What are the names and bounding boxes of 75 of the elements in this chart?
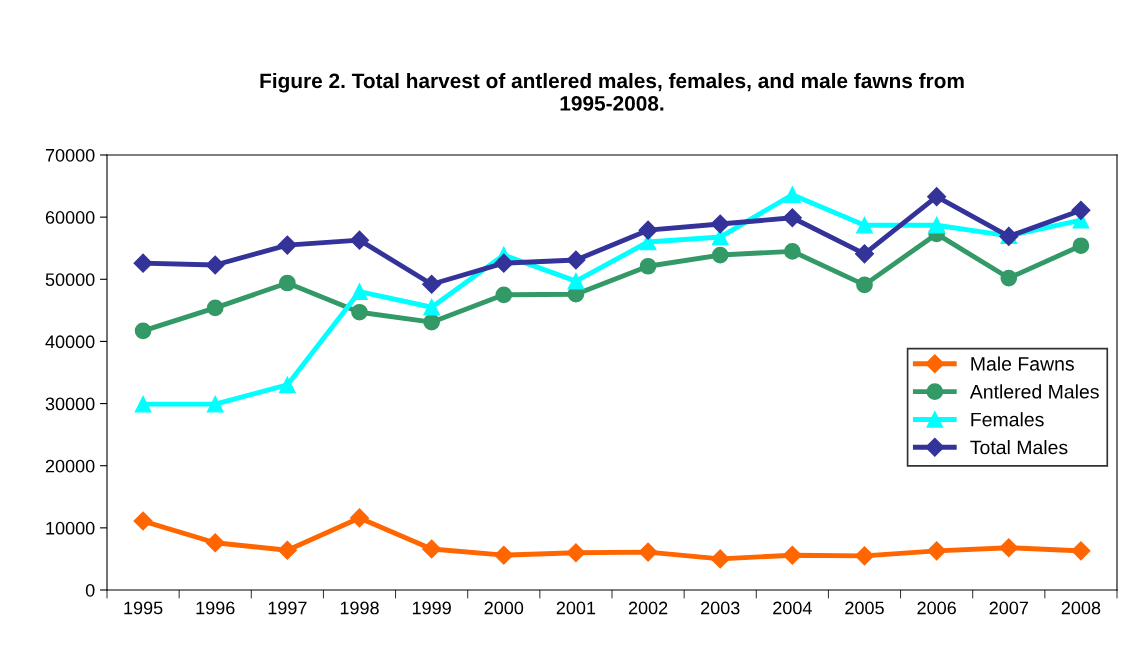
y-tick-label: 40000 — [45, 335, 95, 349]
y-tick-label: 60000 — [45, 211, 95, 224]
point — [856, 216, 873, 234]
x-tick-label: 2004 — [773, 601, 812, 615]
point — [1071, 200, 1091, 220]
point — [133, 511, 153, 531]
point — [422, 539, 442, 559]
point — [349, 230, 370, 250]
point — [854, 244, 875, 264]
point — [279, 274, 296, 292]
point — [277, 540, 297, 560]
x-tick-label: 1996 — [196, 601, 235, 615]
x-tick-label: 2006 — [917, 601, 956, 615]
point — [277, 235, 297, 255]
point — [205, 533, 225, 553]
point — [927, 187, 947, 207]
point — [1072, 237, 1090, 255]
x-tick-label: 2007 — [989, 601, 1028, 615]
point — [854, 546, 875, 566]
point — [927, 541, 947, 561]
point — [134, 322, 152, 340]
point — [782, 208, 802, 228]
point — [206, 395, 224, 413]
point — [784, 242, 801, 260]
x-tick-label: 1997 — [268, 601, 307, 615]
chart-title: Figure 2. Total harvest of antlered males, females, and male fawns from 1995-2008. — [260, 72, 964, 111]
point — [710, 214, 730, 234]
point — [423, 313, 440, 331]
legend-label: Male Fawns — [971, 356, 1074, 371]
point — [928, 216, 945, 234]
point — [566, 543, 586, 563]
y-tick-label: 50000 — [45, 273, 95, 287]
point — [710, 549, 730, 569]
x-tick-label: 2003 — [701, 601, 740, 615]
x-tick-label: 2005 — [845, 601, 884, 615]
x-tick-label: 2002 — [628, 601, 668, 615]
point — [494, 545, 514, 565]
x-tick-label: 1998 — [340, 601, 379, 615]
point — [1071, 541, 1091, 561]
point — [422, 274, 442, 294]
x-tick-label: 1999 — [412, 601, 451, 615]
point — [566, 250, 586, 270]
x-tick-label: 2001 — [556, 601, 596, 615]
point — [711, 246, 729, 264]
point — [351, 303, 368, 321]
point — [639, 257, 657, 275]
legend-label: Females — [971, 412, 1044, 427]
y-tick-label: 70000 — [45, 148, 95, 162]
y-tick-label: 30000 — [45, 397, 95, 411]
legend-label: Antlered Males — [969, 384, 1099, 399]
point — [133, 253, 153, 273]
point — [495, 286, 513, 304]
point — [351, 283, 368, 301]
y-tick-label: 0 — [85, 583, 95, 597]
point — [494, 253, 514, 273]
legend-label: Total Males — [970, 440, 1068, 455]
point — [279, 376, 296, 394]
point — [423, 298, 440, 316]
y-tick-label: 10000 — [46, 521, 95, 535]
y-tick-label: 20000 — [45, 459, 95, 473]
x-tick-label: 2008 — [1061, 601, 1101, 615]
point — [134, 395, 152, 413]
point — [567, 272, 585, 290]
point — [782, 545, 802, 565]
point — [349, 508, 370, 528]
x-tick-label: 1995 — [124, 601, 163, 615]
x-tick-label: 2000 — [484, 601, 524, 615]
point — [784, 186, 801, 204]
point — [638, 220, 658, 240]
point — [1000, 269, 1018, 287]
point — [856, 276, 873, 294]
point — [205, 255, 225, 275]
point — [999, 538, 1019, 558]
point — [638, 542, 658, 562]
point — [206, 299, 224, 317]
